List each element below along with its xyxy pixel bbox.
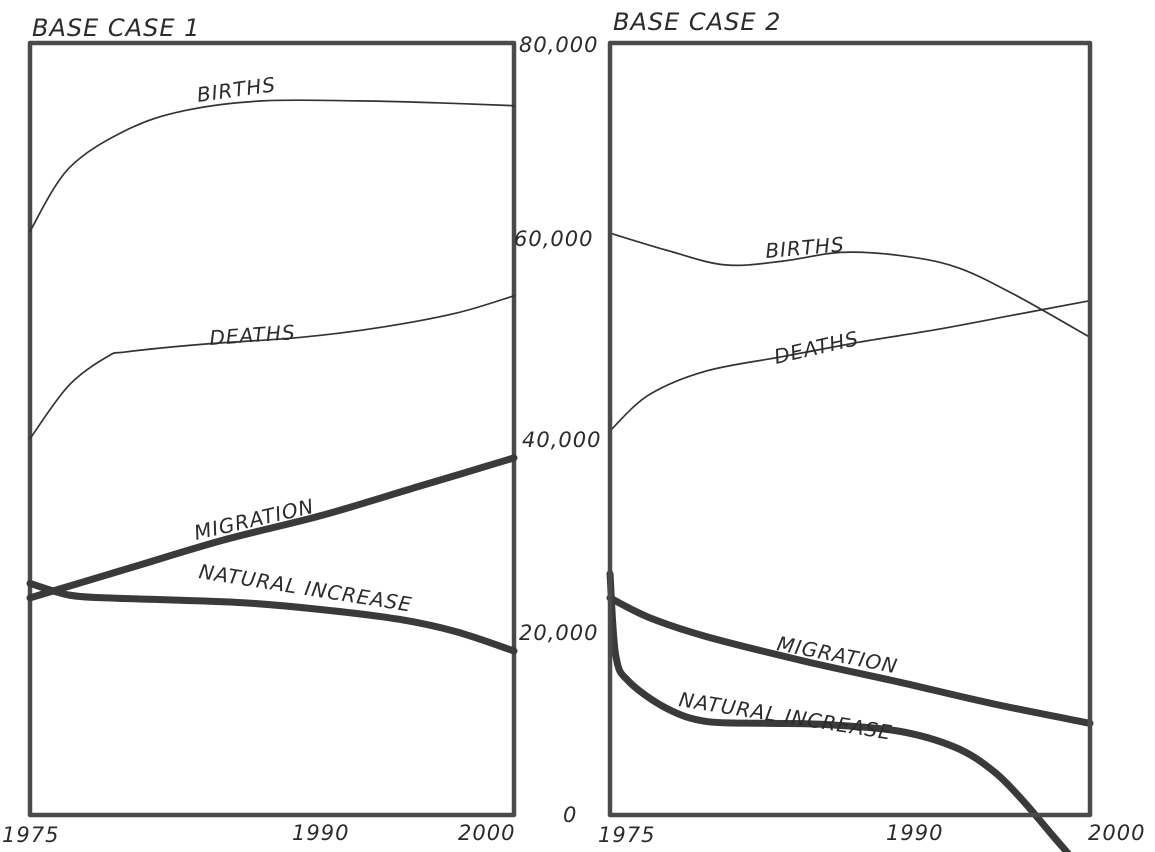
panel-base-case-2: BASE CASE 2 BIRTHSDEATHSMIGRATIONNATURAL… — [598, 8, 1145, 852]
y-axis-ticks: 0 20,000 40,000 60,000 80,000 — [514, 33, 601, 827]
panel-2-births-line — [609, 232, 1091, 339]
panel-1-births-label: BIRTHS — [195, 72, 277, 107]
y-tick-40000: 40,000 — [522, 428, 601, 452]
panel-1-births-line — [29, 99, 515, 233]
panel-1-deaths-line — [29, 294, 515, 440]
y-tick-0: 0 — [563, 803, 577, 827]
panel-2-births-label: BIRTHS — [764, 232, 845, 263]
panel-1-migration-label: MIGRATION — [192, 494, 317, 545]
panel-base-case-1: BASE CASE 1 BIRTHSDEATHSMIGRATIONNATURAL… — [2, 14, 518, 847]
y-tick-20000: 20,000 — [519, 621, 598, 645]
panel-1-x-tick-1975: 1975 — [2, 823, 59, 847]
y-tick-80000: 80,000 — [519, 33, 598, 57]
panel-1-series — [26, 99, 518, 655]
panel-2-x-ticks: 1975 1990 2000 — [598, 821, 1145, 847]
panel-2-natural-increase-line — [606, 570, 1072, 852]
panel-1-x-tick-1990: 1990 — [292, 821, 349, 845]
panel-2-frame — [607, 40, 1093, 818]
panel-1-x-ticks: 1975 1990 2000 — [2, 821, 515, 847]
panel-1-x-tick-2000: 2000 — [458, 821, 515, 845]
panel-1-natural-increase-line — [26, 579, 518, 655]
panel-2-x-tick-1975: 1975 — [598, 823, 655, 847]
panel-2-deaths-label: DEATHS — [772, 326, 861, 369]
panel-1-frame — [27, 40, 517, 818]
y-tick-60000: 60,000 — [514, 227, 593, 251]
panel-1-migration-line — [26, 454, 518, 602]
panel-2-deaths-line — [609, 299, 1091, 432]
panel-2-natural-increase-label: NATURAL INCREASE — [677, 687, 894, 744]
panel-1-deaths-label: DEATHS — [209, 320, 297, 350]
panel-2-x-tick-1990: 1990 — [886, 821, 943, 845]
panel-2-series — [606, 232, 1094, 852]
panel-2-migration-line — [606, 594, 1094, 727]
panel-2-title: BASE CASE 2 — [613, 8, 781, 36]
panel-1-title: BASE CASE 1 — [32, 14, 200, 42]
panel-2-x-tick-2000: 2000 — [1088, 821, 1145, 845]
